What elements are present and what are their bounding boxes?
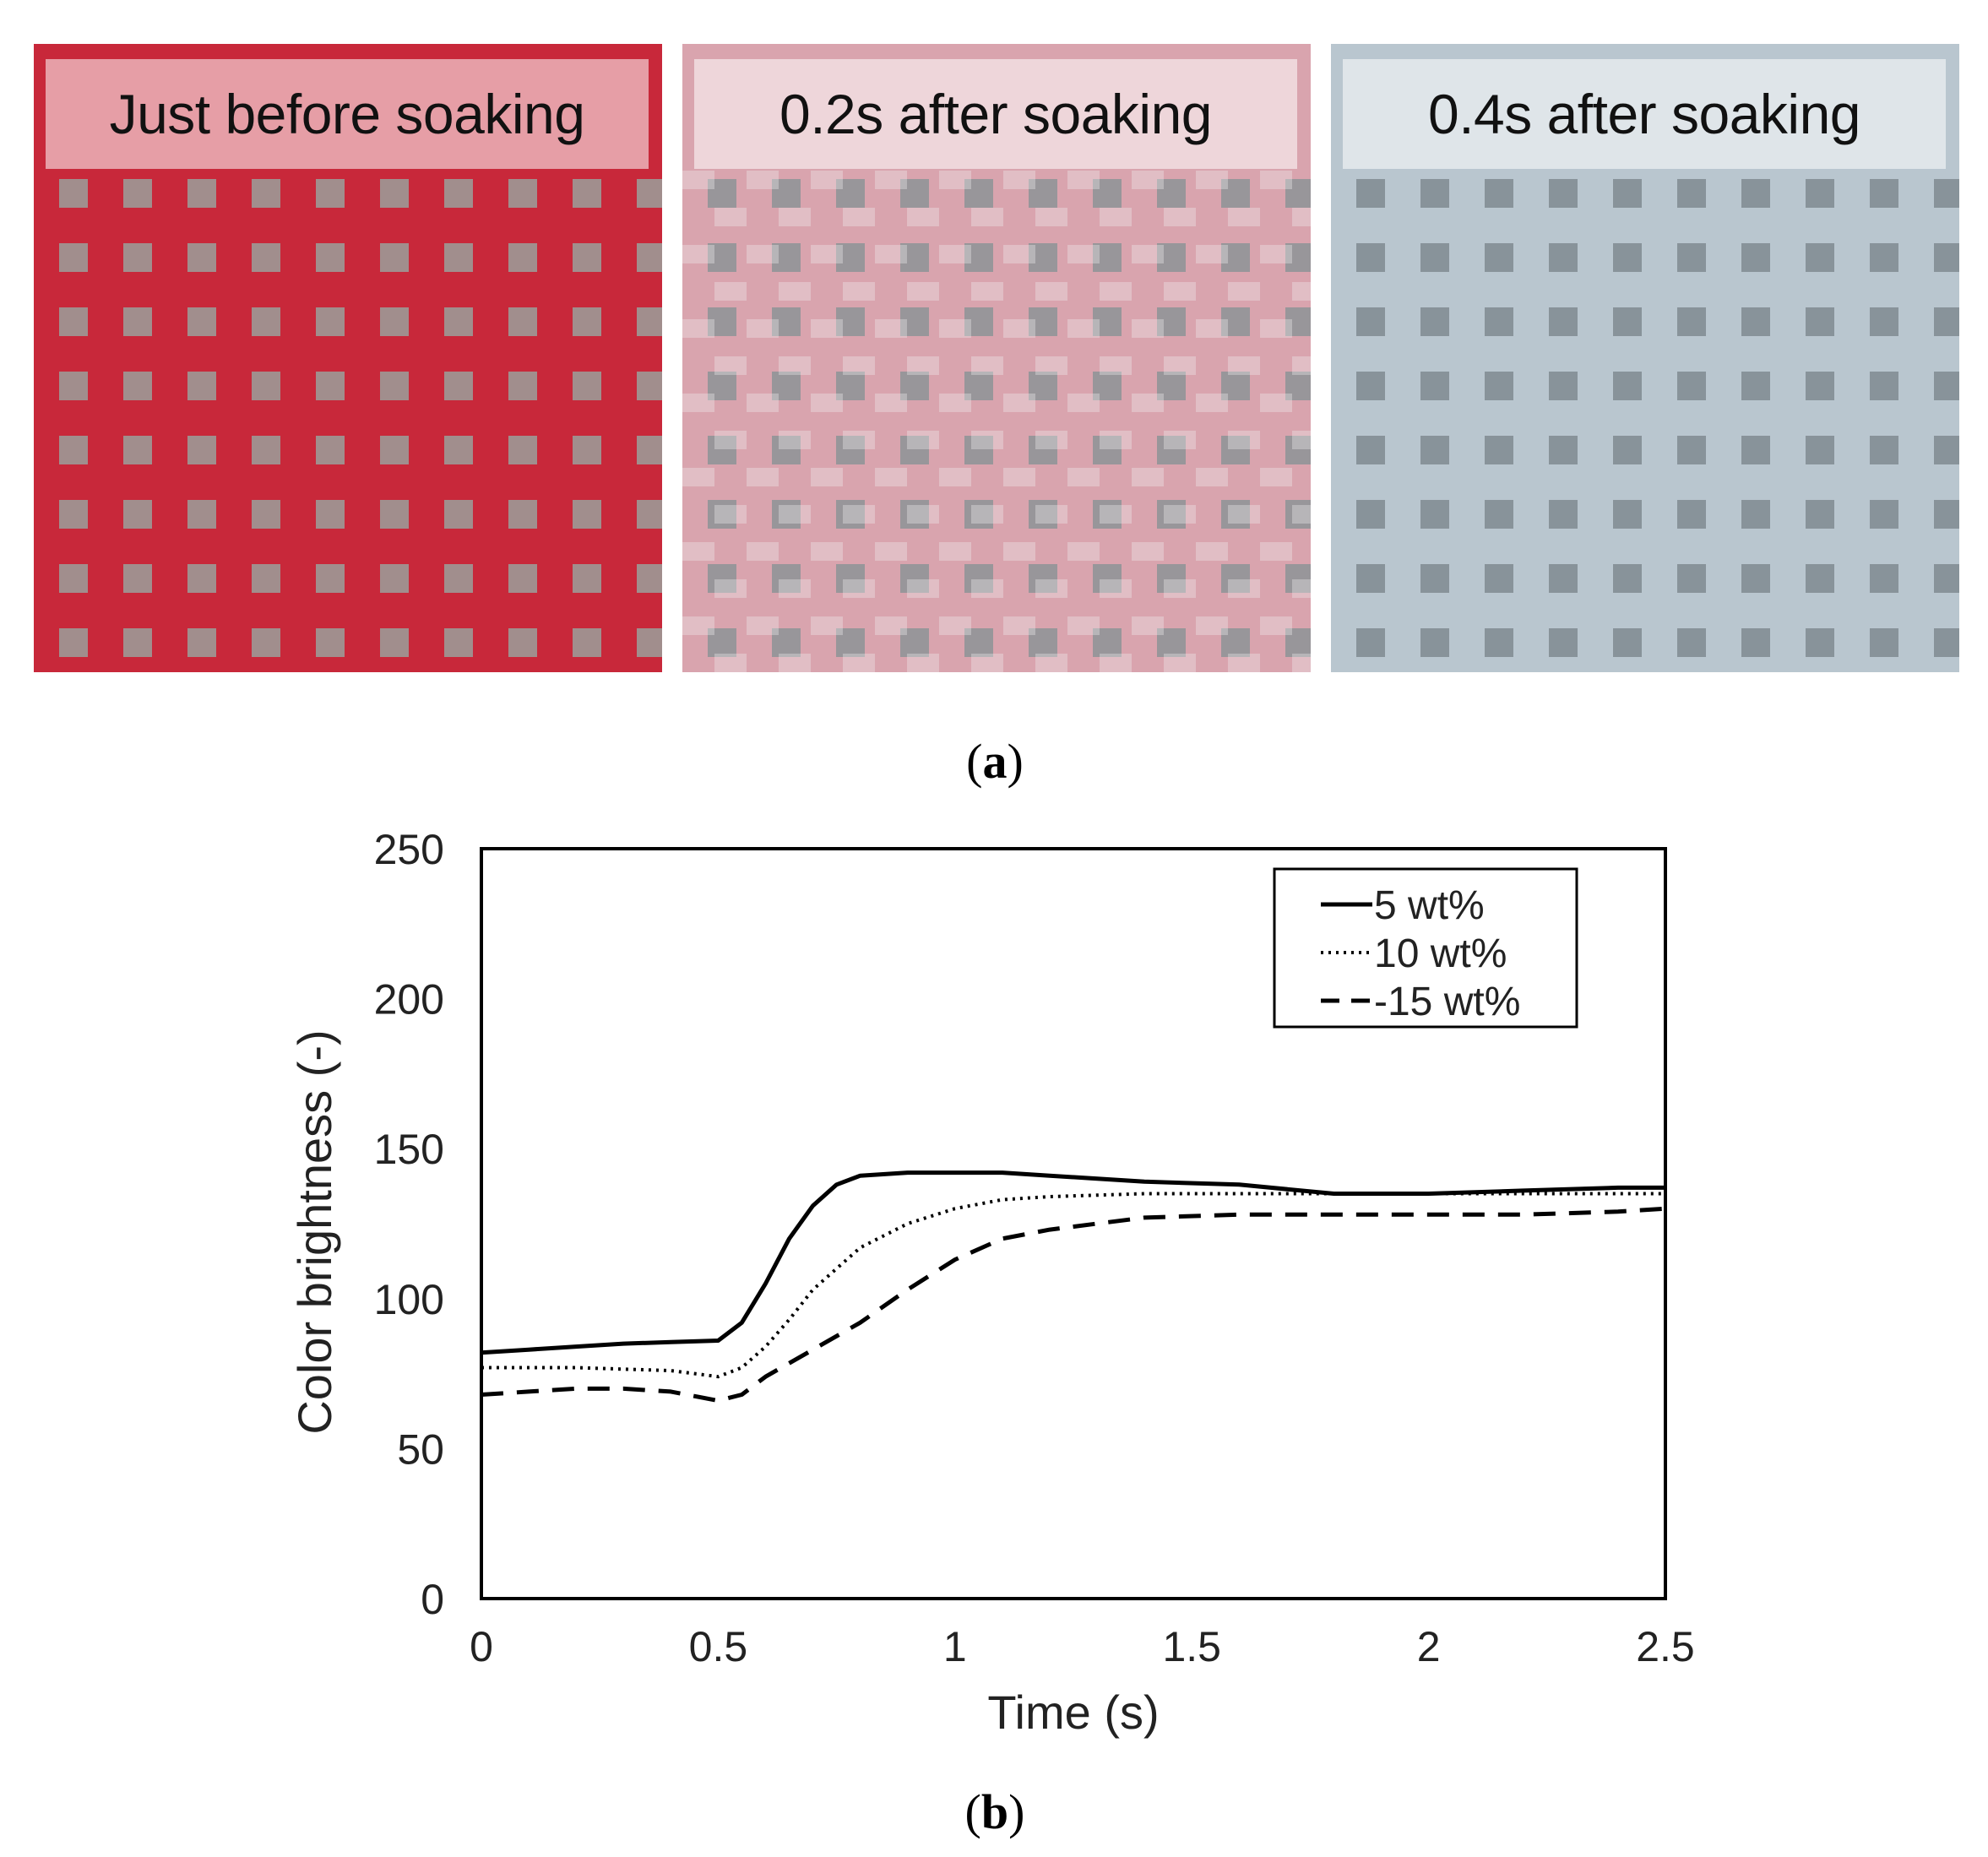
y-axis-label: Color brightness (-): [288, 1029, 341, 1434]
photo-0-4s-after-soaking: 0.4s after soaking: [1331, 44, 1959, 672]
legend-label: 5 wt%: [1374, 883, 1485, 928]
plot-frame: [480, 847, 1667, 1600]
legend-label: 10 wt%: [1374, 931, 1507, 976]
series-line-15-wt-: [481, 1206, 1666, 1404]
photo-0-2s-after-soaking: 0.2s after soaking: [682, 44, 1311, 672]
y-tick-label: 50: [397, 1425, 444, 1473]
caption-box: Just before soaking: [46, 59, 649, 169]
caption-box: 0.4s after soaking: [1343, 59, 1946, 169]
photo-caption: 0.2s after soaking: [779, 83, 1212, 145]
y-tick-label: 100: [374, 1276, 444, 1323]
x-tick-label: 1: [943, 1623, 967, 1670]
panel-b-label: (b): [964, 1784, 1025, 1839]
caption-box: 0.2s after soaking: [694, 59, 1297, 169]
x-tick-label: 2: [1417, 1623, 1441, 1670]
photo-just-before-soaking: Just before soaking: [34, 44, 662, 672]
series-line-10-wt-: [481, 1192, 1665, 1379]
x-tick-label: 1.5: [1162, 1623, 1221, 1670]
y-tick-label: 150: [374, 1126, 444, 1173]
legend-label: -15 wt%: [1374, 980, 1520, 1024]
photo-panel-row: Just before soaking 0.2s after soaking 0…: [34, 44, 1959, 672]
panel-a-label: (a): [966, 734, 1024, 789]
x-tick-label: 0.5: [689, 1623, 748, 1670]
x-tick-label: 2.5: [1636, 1623, 1695, 1670]
photo-caption: 0.4s after soaking: [1428, 83, 1860, 145]
photo-caption: Just before soaking: [109, 83, 585, 145]
y-tick-label: 200: [374, 976, 444, 1024]
brightness-chart: 0 50 100 150 200 250 0 0.5 1 1.5 2 2.5 Time (s) Color…: [288, 826, 1695, 1739]
series-line-5-wt-: [481, 1170, 1665, 1355]
y-tick-label: 250: [374, 826, 444, 873]
y-tick-label: 0: [421, 1576, 444, 1623]
x-tick-label: 0: [470, 1623, 493, 1670]
x-axis-label: Time (s): [987, 1686, 1159, 1739]
